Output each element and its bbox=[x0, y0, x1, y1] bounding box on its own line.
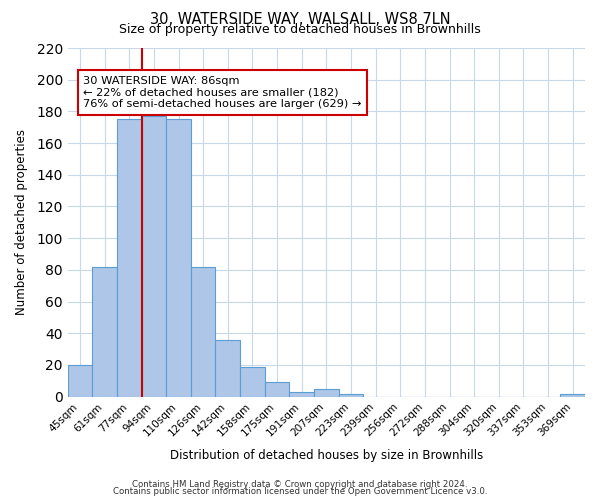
Bar bbox=[215, 340, 240, 396]
X-axis label: Distribution of detached houses by size in Brownhills: Distribution of detached houses by size … bbox=[170, 450, 483, 462]
Bar bbox=[240, 366, 265, 396]
Bar bbox=[92, 266, 117, 396]
Bar bbox=[68, 365, 92, 396]
Bar bbox=[166, 120, 191, 396]
Bar bbox=[191, 266, 215, 396]
Text: Contains HM Land Registry data © Crown copyright and database right 2024.: Contains HM Land Registry data © Crown c… bbox=[132, 480, 468, 489]
Text: 30, WATERSIDE WAY, WALSALL, WS8 7LN: 30, WATERSIDE WAY, WALSALL, WS8 7LN bbox=[149, 12, 451, 28]
Y-axis label: Number of detached properties: Number of detached properties bbox=[15, 130, 28, 316]
Bar bbox=[314, 388, 338, 396]
Text: 30 WATERSIDE WAY: 86sqm
← 22% of detached houses are smaller (182)
76% of semi-d: 30 WATERSIDE WAY: 86sqm ← 22% of detache… bbox=[83, 76, 362, 109]
Bar bbox=[117, 120, 142, 396]
Bar bbox=[142, 116, 166, 396]
Bar bbox=[560, 394, 585, 396]
Text: Size of property relative to detached houses in Brownhills: Size of property relative to detached ho… bbox=[119, 22, 481, 36]
Text: Contains public sector information licensed under the Open Government Licence v3: Contains public sector information licen… bbox=[113, 487, 487, 496]
Bar bbox=[265, 382, 289, 396]
Bar bbox=[338, 394, 363, 396]
Bar bbox=[289, 392, 314, 396]
